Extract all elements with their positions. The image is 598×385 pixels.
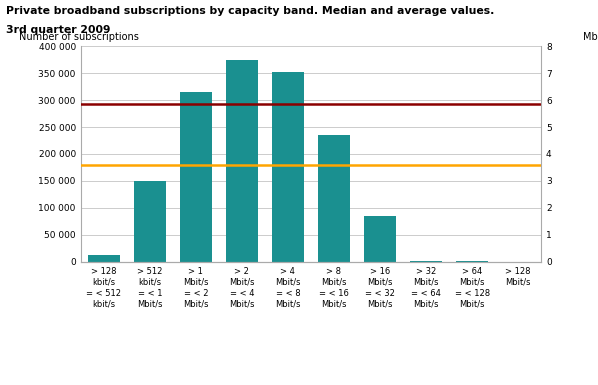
Bar [272, 72, 304, 262]
Bar [134, 181, 166, 262]
Bar [410, 261, 442, 262]
Bar [456, 261, 488, 262]
Bar [88, 255, 120, 262]
Bar [318, 135, 350, 262]
Text: Number of subscriptions: Number of subscriptions [19, 32, 139, 42]
Text: 3rd quarter 2009: 3rd quarter 2009 [6, 25, 111, 35]
Text: Mbit/s: Mbit/s [582, 32, 598, 42]
Bar [180, 92, 212, 262]
Text: Private broadband subscriptions by capacity band. Median and average values.: Private broadband subscriptions by capac… [6, 6, 495, 16]
Bar [226, 60, 258, 262]
Bar [364, 216, 396, 262]
